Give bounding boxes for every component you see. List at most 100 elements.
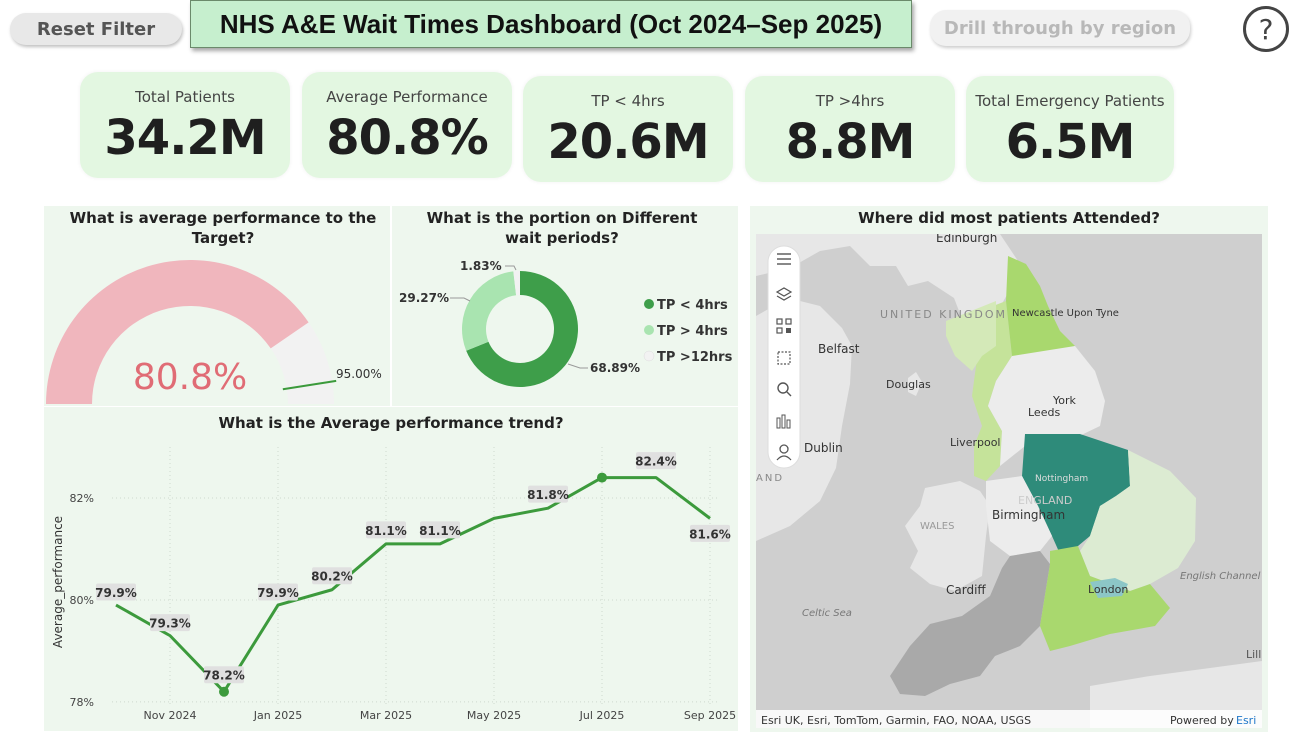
region-east-england <box>1080 450 1196 591</box>
data-label: 81.6% <box>689 527 731 541</box>
data-label-bg <box>420 521 460 539</box>
kpi-label: TP >4hrs <box>815 92 885 110</box>
menu-icon[interactable] <box>777 253 791 265</box>
map-label: Celtic Sea <box>802 608 852 619</box>
data-label: 79.9% <box>95 586 137 600</box>
map-label: UNITED KINGDOM <box>880 308 1007 321</box>
leader-line <box>450 297 471 302</box>
trend-title: What is the Average performance trend? <box>218 414 564 432</box>
drill-through-button[interactable]: Drill through by region <box>930 10 1190 46</box>
donut-panel: What is the portion on Different wait pe… <box>392 206 738 406</box>
data-label: 82.4% <box>635 455 677 469</box>
map-label: Belfast <box>818 342 860 356</box>
kpi-total-patients: Total Patients 34.2M <box>80 72 290 178</box>
x-tick-label: Jan 2025 <box>253 709 302 722</box>
kpi-label: TP < 4hrs <box>591 92 665 110</box>
kpi-value: 34.2M <box>104 110 266 166</box>
legend-marker-tp-over-12hrs <box>643 350 655 362</box>
leader-line <box>567 363 588 369</box>
data-point[interactable] <box>219 686 229 697</box>
map-label: Douglas <box>886 378 931 391</box>
kpi-label: Total Patients <box>135 88 235 106</box>
map-attribution: Esri UK, Esri, TomTom, Garmin, FAO, NOAA… <box>761 714 1031 727</box>
layers-icon[interactable] <box>775 287 793 301</box>
kpi-value: 80.8% <box>326 110 489 166</box>
donut-slice-0[interactable] <box>466 271 578 387</box>
legend-label: TP < 4hrs <box>657 298 728 313</box>
map-label: Nottingham <box>1035 474 1088 484</box>
reset-filter-button[interactable]: Reset Filter <box>10 13 182 45</box>
donut-chart[interactable]: 1.83% 29.27% 68.89% TP < 4hrs TP > 4hrs … <box>392 206 738 406</box>
map-canvas[interactable]: Edinburgh UNITED KINGDOM Newcastle Upon … <box>750 206 1268 732</box>
trend-panel: What is the Average performance trend? A… <box>44 407 738 731</box>
data-label-bg <box>258 583 298 601</box>
kpi-emergency-patients: Total Emergency Patients 6.5M <box>966 76 1174 182</box>
slice-label-tp-under-4hrs: 68.89% <box>590 361 640 375</box>
gauge-target-label: 95.00% <box>336 367 382 381</box>
kpi-value: 8.8M <box>785 114 916 170</box>
legend-marker-tp-over-4hrs <box>644 325 654 335</box>
leader-line <box>505 265 517 271</box>
map-label: AND <box>756 473 784 484</box>
slice-label-tp-over-12hrs: 1.83% <box>460 259 502 273</box>
data-label: 79.9% <box>257 586 299 600</box>
map-label: WALES <box>920 521 954 532</box>
map-label: Edinburgh <box>936 231 997 245</box>
qr-icon[interactable] <box>776 318 792 334</box>
map-label: Leeds <box>1028 406 1060 419</box>
kpi-value: 20.6M <box>547 114 709 170</box>
attribution-bar <box>756 710 1262 728</box>
select-icon[interactable] <box>777 351 791 365</box>
kpi-value: 6.5M <box>1005 114 1136 170</box>
data-label: 80.2% <box>311 570 353 584</box>
map-label: Newcastle Upon Tyne <box>1012 308 1119 319</box>
gauge-value-arc <box>46 260 309 404</box>
map-label: English Channel <box>1180 571 1261 582</box>
gauge-title: What is average performance to the Targe… <box>69 209 377 247</box>
data-label-bg <box>312 567 352 585</box>
data-label-bg <box>366 521 406 539</box>
map-label: Lill <box>1246 648 1261 661</box>
trend-chart[interactable]: Average_performance Nov 2024 Jan 2025 Mar … <box>44 407 738 731</box>
isle-of-man <box>908 372 922 396</box>
data-label: 79.3% <box>149 617 191 631</box>
data-label-bg <box>204 666 244 684</box>
data-label-bg <box>636 452 676 470</box>
map-label: Birmingham <box>992 508 1065 522</box>
data-label: 81.1% <box>365 524 407 538</box>
kpi-average-performance: Average Performance 80.8% <box>302 72 512 178</box>
slice-label-tp-over-4hrs: 29.27% <box>399 291 449 305</box>
search-icon[interactable] <box>777 382 792 397</box>
region-west-midlands <box>986 476 1052 556</box>
gauge-panel: What is average performance to the Targe… <box>44 206 390 406</box>
donut-slice-1[interactable] <box>462 271 517 351</box>
y-axis-label: Average_performance <box>51 516 65 648</box>
kpi-label: Total Emergency Patients <box>975 92 1165 110</box>
x-tick-label: Nov 2024 <box>144 709 197 722</box>
x-tick-label: Sep 2025 <box>684 709 736 722</box>
chart-icon[interactable] <box>776 414 791 429</box>
donut-slice-2[interactable] <box>513 271 520 296</box>
data-point[interactable] <box>597 472 607 483</box>
person-icon[interactable] <box>776 444 792 461</box>
wales-region <box>905 481 990 591</box>
gauge-target-marker <box>282 379 337 391</box>
map-toolbar <box>767 245 801 469</box>
region-london <box>1090 578 1128 598</box>
x-tick-label: Mar 2025 <box>360 709 412 722</box>
map-label: Liverpool <box>950 436 1000 449</box>
x-tick-label: May 2025 <box>467 709 521 722</box>
region-south <box>1040 546 1170 651</box>
data-label: 81.8% <box>527 488 569 502</box>
region-north-east <box>1006 256 1075 356</box>
gauge-chart[interactable]: 80.8% 95.00% <box>44 206 390 406</box>
help-icon[interactable]: ? <box>1243 6 1289 52</box>
map-label: Dublin <box>804 441 843 455</box>
kpi-tp-over-4hrs: TP >4hrs 8.8M <box>745 76 955 182</box>
esri-link[interactable]: Esri <box>1236 714 1256 727</box>
series-line <box>115 476 711 694</box>
map-label: London <box>1088 583 1128 596</box>
powered-by-label: Powered by <box>1170 714 1234 727</box>
data-label: 78.2% <box>203 669 245 683</box>
kpi-label: Average Performance <box>326 88 488 106</box>
